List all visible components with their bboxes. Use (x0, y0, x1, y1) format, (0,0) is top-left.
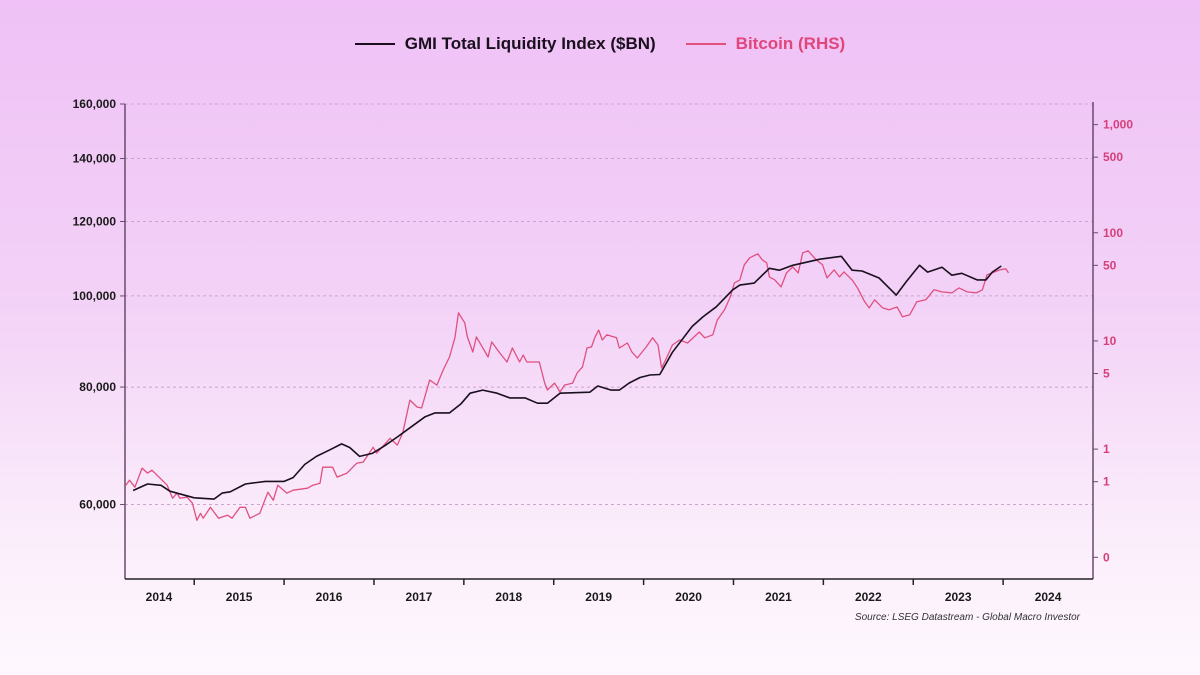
left-axis-tick-label: 120,000 (73, 214, 117, 228)
right-axis-tick-label: 0 (1103, 550, 1110, 564)
x-axis-tick-label: 2018 (495, 590, 522, 604)
x-axis-tick-label: 2017 (406, 590, 433, 604)
x-axis-tick-label: 2022 (855, 590, 882, 604)
series-bitcoin (125, 250, 1010, 521)
right-axis-tick-label: 10 (1103, 334, 1117, 348)
x-axis-tick-label: 2024 (1035, 590, 1062, 604)
right-axis-tick-label: 50 (1103, 258, 1117, 272)
legend-item-gmi: GMI Total Liquidity Index ($BN) (354, 34, 656, 54)
legend-swatch-gmi (354, 43, 395, 45)
legend-label-bitcoin: Bitcoin (RHS) (735, 34, 846, 53)
legend-item-bitcoin: Bitcoin (RHS) (685, 34, 846, 54)
x-axis-tick-label: 2016 (316, 590, 343, 604)
x-axis-tick-label: 2020 (675, 590, 702, 604)
right-axis-tick-label: 1 (1103, 442, 1110, 456)
right-axis-tick-label: 1 (1103, 475, 1110, 489)
left-axis-tick-label: 60,000 (79, 498, 116, 512)
legend-swatch-bitcoin (685, 43, 726, 45)
bitcoin-line (125, 250, 1010, 521)
left-axis-tick-label: 160,000 (73, 97, 117, 111)
left-axis-tick-label: 80,000 (79, 380, 116, 394)
right-axis-tick-label: 500 (1103, 150, 1123, 164)
left-axis-tick-label: 100,000 (73, 289, 117, 303)
x-axis-tick-label: 2023 (945, 590, 972, 604)
x-axis-tick-label: 2021 (765, 590, 792, 604)
gmi-line (132, 255, 1002, 500)
left-axis-tick-label: 140,000 (73, 152, 117, 166)
right-axis-tick-label: 5 (1103, 367, 1110, 381)
legend-label-gmi: GMI Total Liquidity Index ($BN) (404, 34, 656, 53)
series-gmi (132, 255, 1002, 500)
x-axis-tick-label: 2019 (585, 590, 612, 604)
right-axis-tick-label: 1,000 (1103, 118, 1133, 132)
x-axis-tick-label: 2015 (226, 590, 253, 604)
right-axis-tick-label: 100 (1103, 226, 1123, 240)
chart-legend: GMI Total Liquidity Index ($BN) Bitcoin … (0, 34, 1200, 54)
source-note: Source: LSEG Datastream - Global Macro I… (854, 612, 1080, 623)
x-axis-tick-label: 2014 (146, 590, 173, 604)
